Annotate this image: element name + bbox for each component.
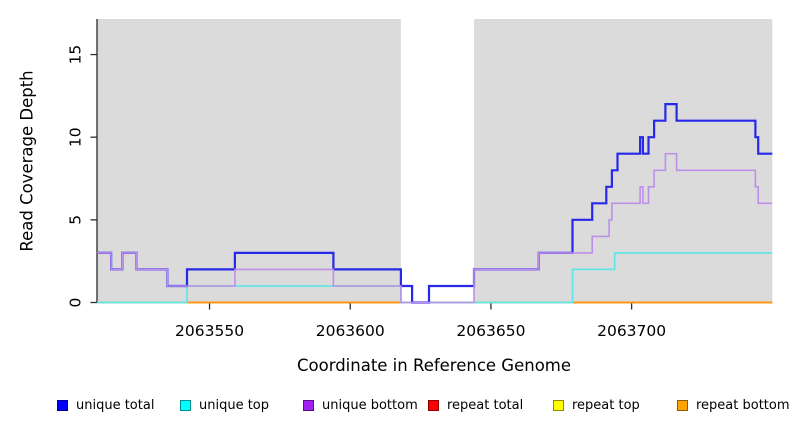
series-line-unique-bottom [97, 152, 773, 304]
y-tick-label: 10 [67, 127, 85, 147]
y-tick-label: 15 [67, 45, 85, 65]
x-axis-title: Coordinate in Reference Genome [296, 356, 572, 375]
y-tick-label: 0 [67, 298, 85, 308]
series-line-unique-top [97, 252, 773, 304]
x-tick-label: 2063600 [316, 322, 385, 340]
y-axis-title: Read Coverage Depth [17, 70, 37, 252]
x-tick-label: 2063700 [597, 322, 666, 340]
uncovered-region-stripe [400, 19, 475, 303]
y-tick-label: 5 [67, 215, 85, 225]
x-tick-label: 2063550 [175, 322, 244, 340]
x-tick-label: 2063650 [456, 322, 525, 340]
